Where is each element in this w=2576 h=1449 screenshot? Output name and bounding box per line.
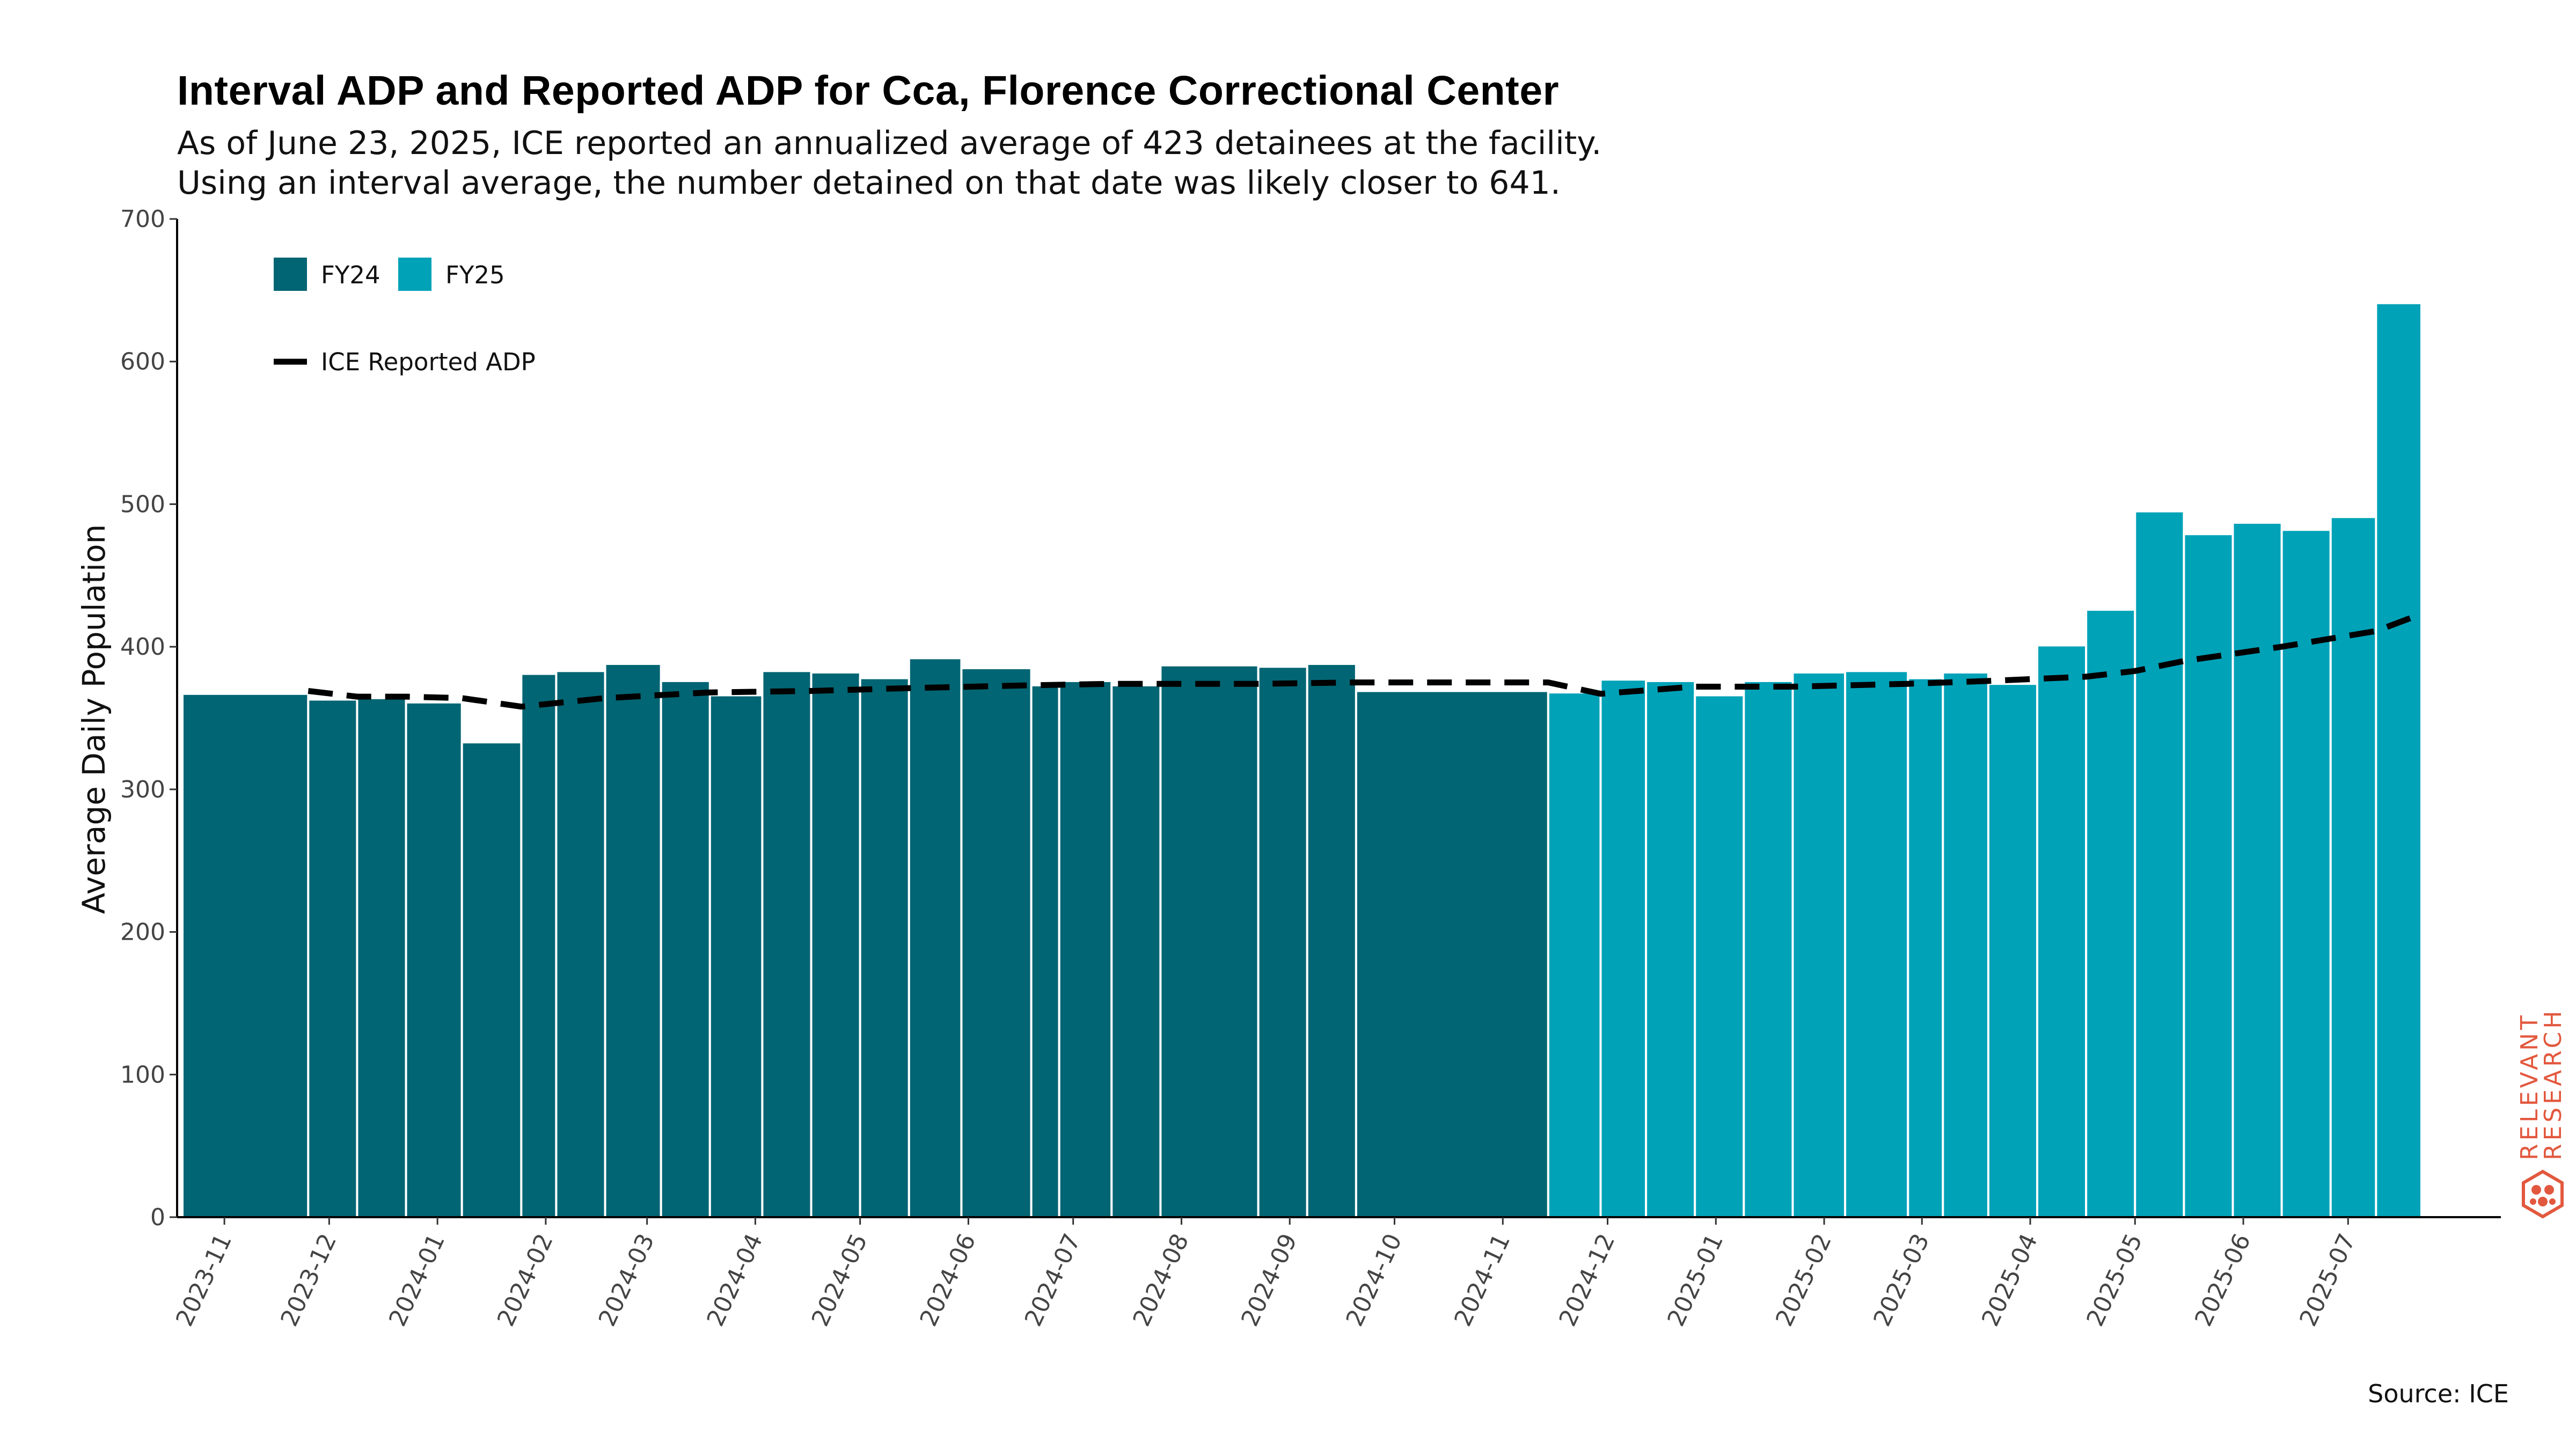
legend-label-reported-adp: ICE Reported ADP <box>321 348 536 376</box>
y-tick-label: 400 <box>120 633 165 661</box>
legend-swatch-fy25 <box>398 258 431 291</box>
bar-fy24-7 <box>604 663 662 1218</box>
bar-fy24-10 <box>761 670 813 1219</box>
x-tick-label: 2025-01 <box>1662 1230 1729 1330</box>
axes <box>170 218 2501 1225</box>
bar-fy24-5 <box>520 672 558 1218</box>
bar-fy25-30 <box>1942 671 1989 1218</box>
bar-fy25-26 <box>1743 679 1794 1218</box>
bar-fy24-6 <box>555 670 606 1219</box>
bar-fy24-9 <box>708 694 764 1218</box>
x-tick-label: 2024-03 <box>594 1230 660 1330</box>
subtitle-line-1: As of June 23, 2025, ICE reported an ann… <box>177 125 1602 162</box>
bar-fy24-0 <box>181 692 310 1219</box>
bar-fy25-38 <box>2329 516 2377 1218</box>
bar-fy25-39 <box>2375 302 2423 1218</box>
subtitle-line-2: Using an interval average, the number de… <box>177 164 1561 202</box>
legend: FY24 FY25 ICE Reported ADP <box>274 258 536 376</box>
y-tick-label: 0 <box>150 1204 165 1231</box>
bar-fy24-17 <box>1110 684 1162 1218</box>
x-tick-label: 2024-11 <box>1449 1230 1516 1330</box>
x-tick-label: 2024-09 <box>1236 1230 1302 1330</box>
bar-fy24-18 <box>1159 664 1260 1218</box>
x-tick-label: 2024-01 <box>384 1230 450 1330</box>
y-tick-label: 200 <box>120 919 165 946</box>
chart-subtitle: As of June 23, 2025, ICE reported an ann… <box>177 123 1601 203</box>
bar-fy25-32 <box>2036 644 2088 1218</box>
bar-fy24-11 <box>810 671 861 1218</box>
y-axis-label: Average Daily Population <box>76 524 112 914</box>
x-tick-label: 2024-07 <box>1020 1230 1086 1330</box>
y-tick-label: 600 <box>120 348 165 376</box>
x-tick-label: 2023-12 <box>275 1230 342 1330</box>
bar-fy25-37 <box>2280 529 2332 1218</box>
source-note: Source: ICE <box>2368 1379 2509 1408</box>
x-tick-label: 2025-04 <box>1977 1230 2043 1330</box>
logo-text-line-2: RESEARCH <box>2540 1008 2567 1160</box>
logo-hexagon-icon <box>2522 1169 2564 1219</box>
bar-fy24-1 <box>307 698 358 1218</box>
y-tick-label: 100 <box>120 1061 165 1088</box>
reported-adp-line-group <box>308 611 2423 710</box>
bar-fy24-3 <box>405 701 463 1219</box>
bar-fy25-28 <box>1844 670 1909 1219</box>
x-tick-label: 2025-05 <box>2081 1230 2148 1330</box>
x-tick-label: 2024-10 <box>1341 1230 1408 1330</box>
bar-fy24-4 <box>460 741 523 1218</box>
x-tick-label: 2025-03 <box>1868 1230 1935 1330</box>
bar-fy24-12 <box>859 677 910 1218</box>
bar-fy25-36 <box>2231 521 2283 1218</box>
relevant-research-logo: RELEVANT RESEARCH <box>2517 1008 2567 1219</box>
x-tick-label: 2024-12 <box>1554 1230 1621 1330</box>
bar-fy25-22 <box>1547 691 1602 1218</box>
bar-fy24-15 <box>1030 684 1060 1218</box>
bar-fy25-33 <box>2085 609 2136 1218</box>
x-tick-label: 2023-11 <box>171 1230 237 1330</box>
x-tick-label: 2025-06 <box>2190 1230 2256 1330</box>
bar-fy25-27 <box>1791 671 1847 1218</box>
logo-text-line-1: RELEVANT <box>2517 1012 2543 1160</box>
reported-adp-line <box>308 611 2423 710</box>
bar-fy25-24 <box>1645 679 1696 1218</box>
y-tick-label: 300 <box>120 776 165 803</box>
x-tick-label: 2024-08 <box>1128 1230 1195 1330</box>
x-tick-label: 2025-07 <box>2294 1230 2361 1330</box>
bar-fy25-35 <box>2183 533 2234 1219</box>
bar-fy25-23 <box>1599 678 1648 1219</box>
bar-fy24-8 <box>660 679 711 1218</box>
bar-fy24-20 <box>1306 663 1357 1218</box>
x-tick-label: 2024-02 <box>492 1230 559 1330</box>
legend-label-fy24: FY24 <box>321 261 380 289</box>
bar-fy25-31 <box>1987 683 2039 1218</box>
x-tick-label: 2024-05 <box>807 1230 873 1330</box>
legend-label-fy25: FY25 <box>445 261 505 289</box>
x-tick-label: 2024-06 <box>914 1230 981 1330</box>
bar-fy25-34 <box>2134 510 2185 1219</box>
bar-fy24-16 <box>1058 679 1113 1218</box>
bars <box>181 302 2423 1219</box>
bar-fy24-21 <box>1355 690 1549 1218</box>
bar-fy24-2 <box>356 697 407 1219</box>
x-tick-label: 2025-02 <box>1770 1230 1837 1330</box>
y-tick-label: 700 <box>120 206 165 233</box>
bar-fy25-29 <box>1907 677 1944 1218</box>
bar-fy24-19 <box>1257 665 1308 1218</box>
bar-fy25-25 <box>1694 694 1745 1218</box>
chart-title: Interval ADP and Reported ADP for Cca, F… <box>177 68 1560 114</box>
y-tick-label: 500 <box>120 491 165 518</box>
legend-swatch-fy24 <box>274 258 307 291</box>
bar-fy24-14 <box>960 667 1033 1218</box>
bar-fy24-13 <box>908 657 963 1218</box>
x-tick-label: 2024-04 <box>701 1230 768 1330</box>
